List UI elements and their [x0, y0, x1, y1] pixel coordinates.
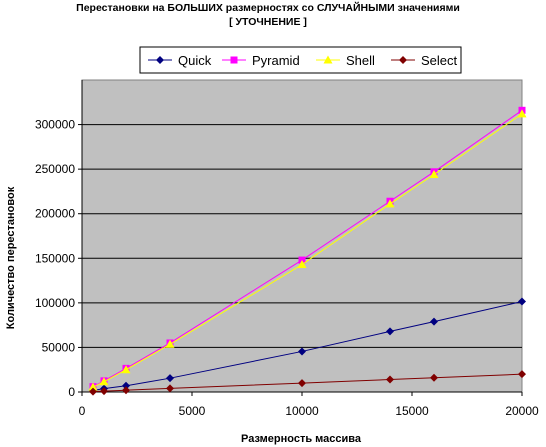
data-point-select	[298, 379, 306, 388]
legend-label: Select	[421, 53, 458, 68]
chart-title: Перестановки на БОЛЬШИХ размерностях со …	[76, 1, 460, 14]
data-point-select	[166, 384, 174, 393]
data-point-shell	[297, 260, 307, 269]
legend-item-pyramid: Pyramid	[222, 53, 300, 68]
data-point-quick	[430, 317, 438, 326]
legend-label: Shell	[346, 53, 375, 68]
legend-marker	[323, 55, 333, 64]
series-select	[89, 370, 526, 396]
y-tick-label: 0	[68, 385, 75, 399]
y-tick-label: 50000	[42, 340, 76, 354]
x-tick-label: 5000	[179, 404, 206, 418]
data-point-shell	[121, 365, 131, 374]
data-point-quick	[298, 347, 306, 356]
data-point-shell	[385, 199, 395, 208]
data-point-shell	[429, 169, 439, 178]
y-tick-label: 250000	[35, 162, 75, 176]
data-point-select	[518, 370, 526, 379]
y-tick-label: 200000	[35, 207, 75, 221]
data-point-quick	[518, 297, 526, 306]
y-tick-label: 100000	[35, 296, 75, 310]
legend-item-quick: Quick	[148, 53, 212, 68]
y-axis-title: Количество перестановок	[5, 186, 17, 329]
data-point-shell	[88, 382, 98, 391]
y-tick-label: 300000	[35, 118, 75, 132]
series-line-pyramid	[92, 109, 523, 388]
x-tick-label: 0	[79, 404, 86, 418]
data-point-shell	[165, 339, 175, 348]
chart-subtitle: [ УТОЧНЕНИЕ ]	[229, 16, 307, 28]
data-point-quick	[166, 374, 174, 383]
series-line-shell	[92, 113, 523, 388]
legend-marker	[399, 56, 407, 64]
x-axis-title: Размерность массива	[241, 433, 362, 445]
plot-area	[81, 79, 523, 393]
series-line-quick	[92, 301, 523, 391]
legend: Quick Pyramid Shell Select	[139, 46, 462, 74]
data-point-quick	[122, 381, 130, 390]
y-tick-label: 150000	[35, 251, 75, 265]
data-point-shell	[99, 377, 109, 386]
x-tick-label: 10000	[285, 404, 319, 418]
data-point-select	[386, 375, 394, 384]
legend-item-shell: Shell	[316, 53, 375, 68]
x-tick-label: 15000	[395, 404, 429, 418]
data-point-select	[122, 386, 130, 395]
x-tick-label: 20000	[505, 404, 539, 418]
data-point-shell	[517, 109, 527, 118]
legend-marker	[230, 56, 238, 64]
legend-marker	[156, 56, 164, 64]
data-point-select	[430, 373, 438, 382]
legend-label: Quick	[178, 53, 212, 68]
data-point-quick	[386, 327, 394, 336]
data-point-select	[89, 387, 97, 396]
series-shell	[88, 109, 527, 391]
legend-label: Pyramid	[252, 53, 300, 68]
data-point-select	[100, 387, 108, 396]
legend-item-select: Select	[391, 53, 458, 68]
